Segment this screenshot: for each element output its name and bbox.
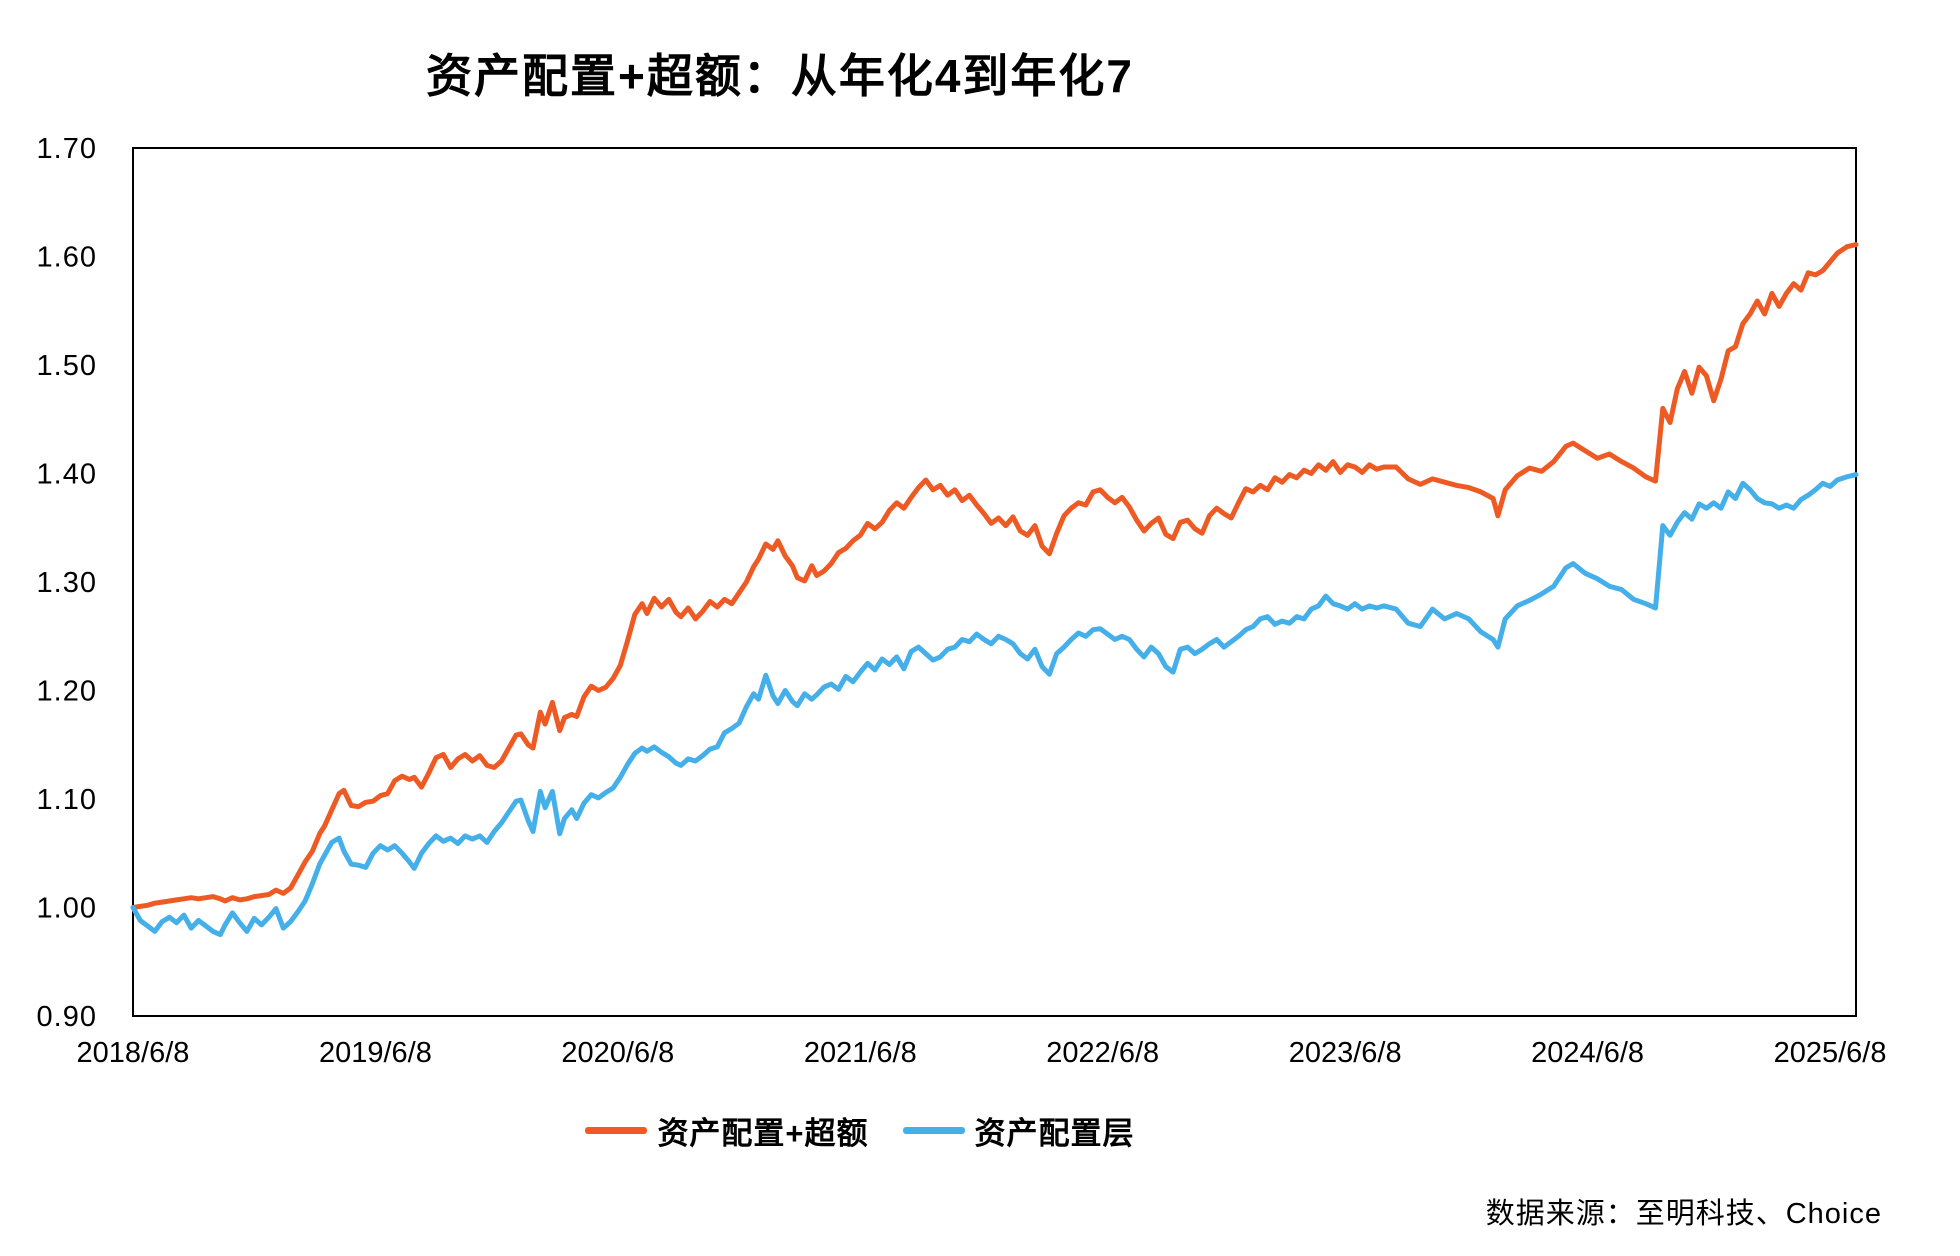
x-tick-label: 2022/6/8 [1046,1037,1159,1069]
x-tick-label: 2018/6/8 [77,1037,190,1069]
y-tick-label: 1.70 [37,133,97,165]
legend-swatch-excess [585,1127,648,1134]
x-tick-label: 2023/6/8 [1289,1037,1402,1069]
x-tick-label: 2024/6/8 [1531,1037,1644,1069]
x-tick-label: 2019/6/8 [319,1037,432,1069]
legend-label-allocation: 资产配置层 [974,1116,1135,1151]
plot-border [132,147,1857,1017]
y-tick-label: 1.50 [37,350,97,382]
source-note: 数据来源：至明科技、Choice [1485,1198,1882,1230]
y-tick-label: 1.00 [37,893,97,925]
y-tick-label: 1.20 [37,676,97,708]
y-tick-label: 1.60 [37,242,97,274]
x-tick-label: 2020/6/8 [561,1037,674,1069]
y-tick-label: 0.90 [37,1001,97,1033]
y-tick-label: 1.40 [37,459,97,491]
series-line-1 [130,472,1859,938]
chart-title: 资产配置+超额：从年化4到年化7 [425,50,1135,102]
y-tick-label: 1.10 [37,784,97,816]
legend: 资产配置+超额 资产配置层 [0,1108,1720,1153]
legend-label-excess: 资产配置+超额 [657,1116,869,1151]
y-tick-label: 1.30 [37,567,97,599]
legend-item-allocation: 资产配置层 [902,1108,1135,1153]
series-line-0 [130,242,1859,910]
x-tick-label: 2025/6/8 [1774,1037,1887,1069]
legend-item-excess: 资产配置+超额 [585,1108,868,1153]
legend-swatch-allocation [902,1127,965,1134]
x-tick-label: 2021/6/8 [804,1037,917,1069]
